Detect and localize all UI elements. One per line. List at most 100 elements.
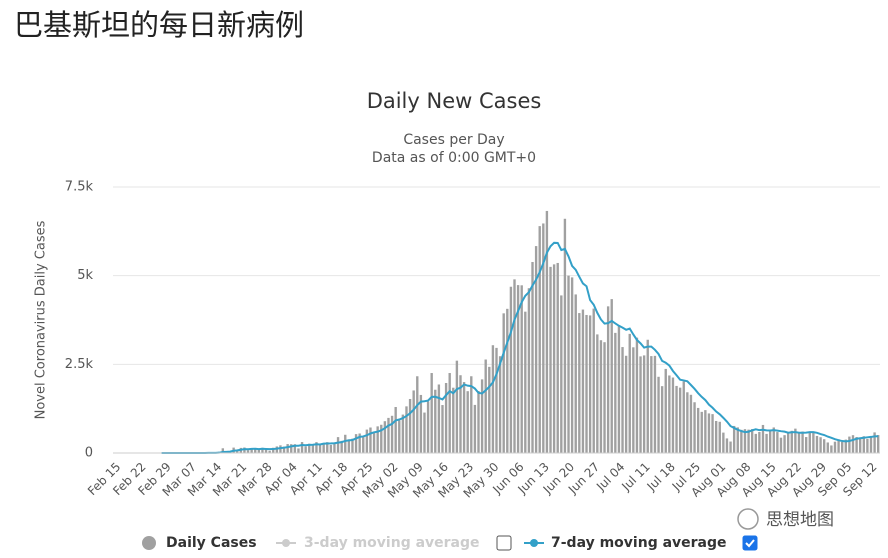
bar xyxy=(574,294,577,453)
bar xyxy=(488,366,491,453)
checkbox-check xyxy=(745,539,755,548)
bar xyxy=(729,441,732,453)
bar xyxy=(297,448,300,453)
bar xyxy=(786,432,790,453)
legend-label: Daily Cases xyxy=(166,535,257,551)
bar xyxy=(650,356,653,453)
bar xyxy=(808,432,811,453)
bar xyxy=(617,325,621,453)
page-title: 巴基斯坦的每日新病例 xyxy=(14,8,304,42)
bar xyxy=(358,433,361,453)
bar xyxy=(841,441,844,453)
bar xyxy=(513,279,516,453)
bar xyxy=(347,439,351,453)
bar xyxy=(776,432,779,453)
bar xyxy=(848,436,851,453)
bar xyxy=(671,377,675,453)
bar xyxy=(484,359,487,453)
bar xyxy=(412,390,415,453)
bar xyxy=(851,435,855,453)
bar xyxy=(585,314,588,453)
bar xyxy=(272,447,275,453)
y-axis-label: Novel Coronavirus Daily Cases xyxy=(34,220,49,419)
bar xyxy=(826,442,829,453)
bar xyxy=(750,429,754,453)
bar xyxy=(542,223,545,453)
bar xyxy=(444,382,448,453)
bar xyxy=(275,446,279,453)
bar xyxy=(560,295,563,453)
bar xyxy=(462,382,466,453)
bar xyxy=(830,445,833,453)
y-tick-label: 0 xyxy=(85,446,93,461)
y-tick-label: 5k xyxy=(77,268,93,283)
bar xyxy=(567,275,570,453)
checkbox-box xyxy=(496,535,512,551)
bar xyxy=(380,424,383,453)
legend-label: 3-day moving average xyxy=(304,535,480,551)
bar xyxy=(290,444,293,453)
bar xyxy=(279,445,282,453)
bar xyxy=(873,432,876,453)
checkbox[interactable] xyxy=(742,535,758,551)
bar xyxy=(606,306,610,453)
bar xyxy=(783,435,786,453)
bar xyxy=(286,444,289,453)
bar xyxy=(336,437,340,453)
bar xyxy=(506,308,509,453)
bar xyxy=(329,444,333,453)
bar xyxy=(635,337,639,453)
bar xyxy=(592,308,595,453)
bar xyxy=(405,406,408,453)
bar xyxy=(646,339,649,453)
legend-item[interactable]: 3-day moving average xyxy=(276,535,480,551)
x-tick-label: Jul 18 xyxy=(644,460,678,494)
bar xyxy=(639,356,642,453)
bar xyxy=(354,434,358,453)
bar xyxy=(531,262,534,453)
bar xyxy=(700,411,703,453)
bar xyxy=(722,432,725,453)
bar xyxy=(642,355,646,453)
bar xyxy=(390,415,394,453)
bar xyxy=(534,246,538,453)
bar xyxy=(797,432,801,453)
bar xyxy=(621,347,624,453)
bar xyxy=(545,210,549,453)
bar xyxy=(844,439,847,453)
bar xyxy=(398,420,401,453)
bar xyxy=(664,368,667,453)
bar xyxy=(372,431,376,453)
bar xyxy=(765,433,768,453)
bar xyxy=(862,436,865,453)
bar xyxy=(538,226,541,453)
bar xyxy=(877,435,880,453)
bar xyxy=(833,441,837,453)
bar xyxy=(689,394,693,453)
bar xyxy=(448,373,451,453)
bar xyxy=(761,424,765,453)
bar xyxy=(707,413,711,453)
chart-title: Daily New Cases xyxy=(367,89,542,113)
checkbox[interactable] xyxy=(496,535,512,551)
legend-item[interactable]: Daily Cases xyxy=(142,535,257,551)
legend-item[interactable]: 7-day moving average xyxy=(524,535,727,551)
bar xyxy=(686,392,689,453)
bar xyxy=(470,376,473,453)
bar xyxy=(675,385,678,453)
bar xyxy=(434,389,437,453)
y-tick-label: 2.5k xyxy=(65,357,94,372)
bar xyxy=(660,386,664,453)
bar xyxy=(383,421,387,453)
bar xyxy=(837,439,840,453)
bar xyxy=(376,426,379,453)
bar xyxy=(696,407,700,453)
bar xyxy=(387,417,390,453)
bar xyxy=(711,414,714,453)
bar xyxy=(603,342,606,453)
bar xyxy=(437,384,441,453)
bar xyxy=(740,429,743,453)
bar xyxy=(416,376,419,453)
legend-marker xyxy=(530,539,538,547)
